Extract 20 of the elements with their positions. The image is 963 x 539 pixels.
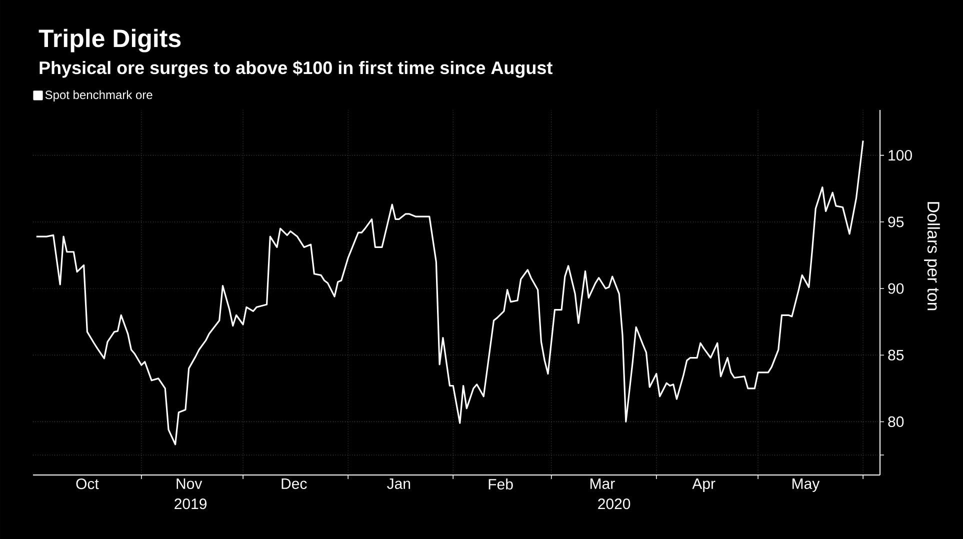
x-tick-label: May — [792, 478, 820, 492]
y-tick-label: 95 — [888, 216, 904, 228]
legend-label: Spot benchmark ore — [45, 90, 152, 102]
text: 2020 — [598, 498, 630, 510]
y-tick-label: 90 — [888, 283, 904, 294]
x-tick-label: Jan — [387, 478, 410, 489]
x-tick-label: Nov — [176, 478, 202, 489]
chart-subtitle: Physical ore surges to above $100 in first time since August — [40, 60, 552, 78]
text: 2019 — [174, 498, 207, 510]
x-tick-label: Feb — [488, 478, 513, 490]
y-tick-label: 100 — [888, 150, 912, 161]
x-tick-label: Oct — [76, 478, 99, 490]
chart-title: Triple Digits — [38, 28, 181, 52]
line-series — [36, 140, 864, 446]
y-tick-label: 80 — [888, 416, 904, 428]
y-tick-label: 85 — [888, 350, 904, 360]
x-tick-label: Dec — [282, 478, 307, 489]
y-axis-title: Dollars per ton — [924, 202, 940, 310]
x-tick-label: Apr — [692, 478, 716, 492]
x-tick-label: Mar — [590, 478, 615, 489]
